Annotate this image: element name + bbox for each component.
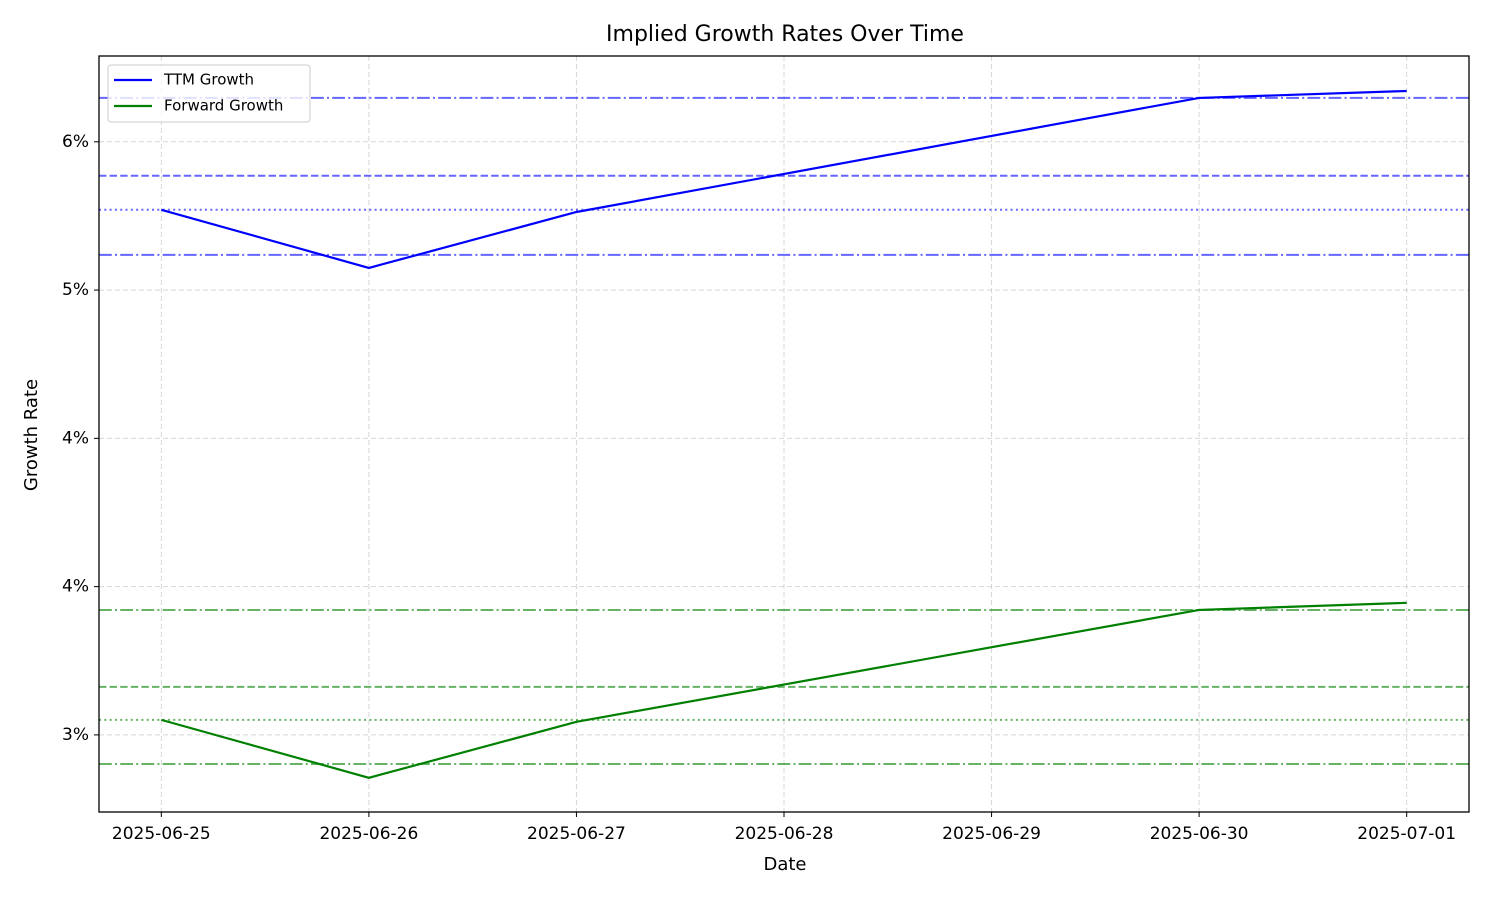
y-tick-label: 5% [62, 280, 89, 300]
plot-frame [98, 55, 1470, 813]
y-axis-label: Growth Rate [21, 379, 42, 491]
x-tick-label: 2025-06-27 [527, 824, 626, 844]
legend-box [107, 64, 311, 123]
chart-title: Implied Growth Rates Over Time [606, 22, 964, 47]
legend-label: TTM Growth [163, 71, 254, 89]
x-tick-label: 2025-06-28 [735, 824, 834, 844]
x-tick-label: 2025-06-25 [112, 824, 211, 844]
y-tick-label: 3% [62, 725, 89, 745]
x-tick-label: 2025-07-01 [1357, 824, 1456, 844]
x-tick-label: 2025-06-30 [1150, 824, 1249, 844]
data-line [161, 89, 1407, 270]
legend: TTM Growth Forward Growth [107, 64, 311, 123]
x-tick-label: 2025-06-29 [942, 824, 1041, 844]
data-line [161, 601, 1407, 779]
y-tick-label: 4% [62, 428, 89, 448]
y-tick-label: 4% [62, 577, 89, 597]
legend-label: Forward Growth [164, 97, 283, 115]
y-tick-label: 6% [62, 132, 89, 152]
x-tick-label: 2025-06-26 [319, 824, 418, 844]
x-axis-label: Date [763, 854, 806, 875]
